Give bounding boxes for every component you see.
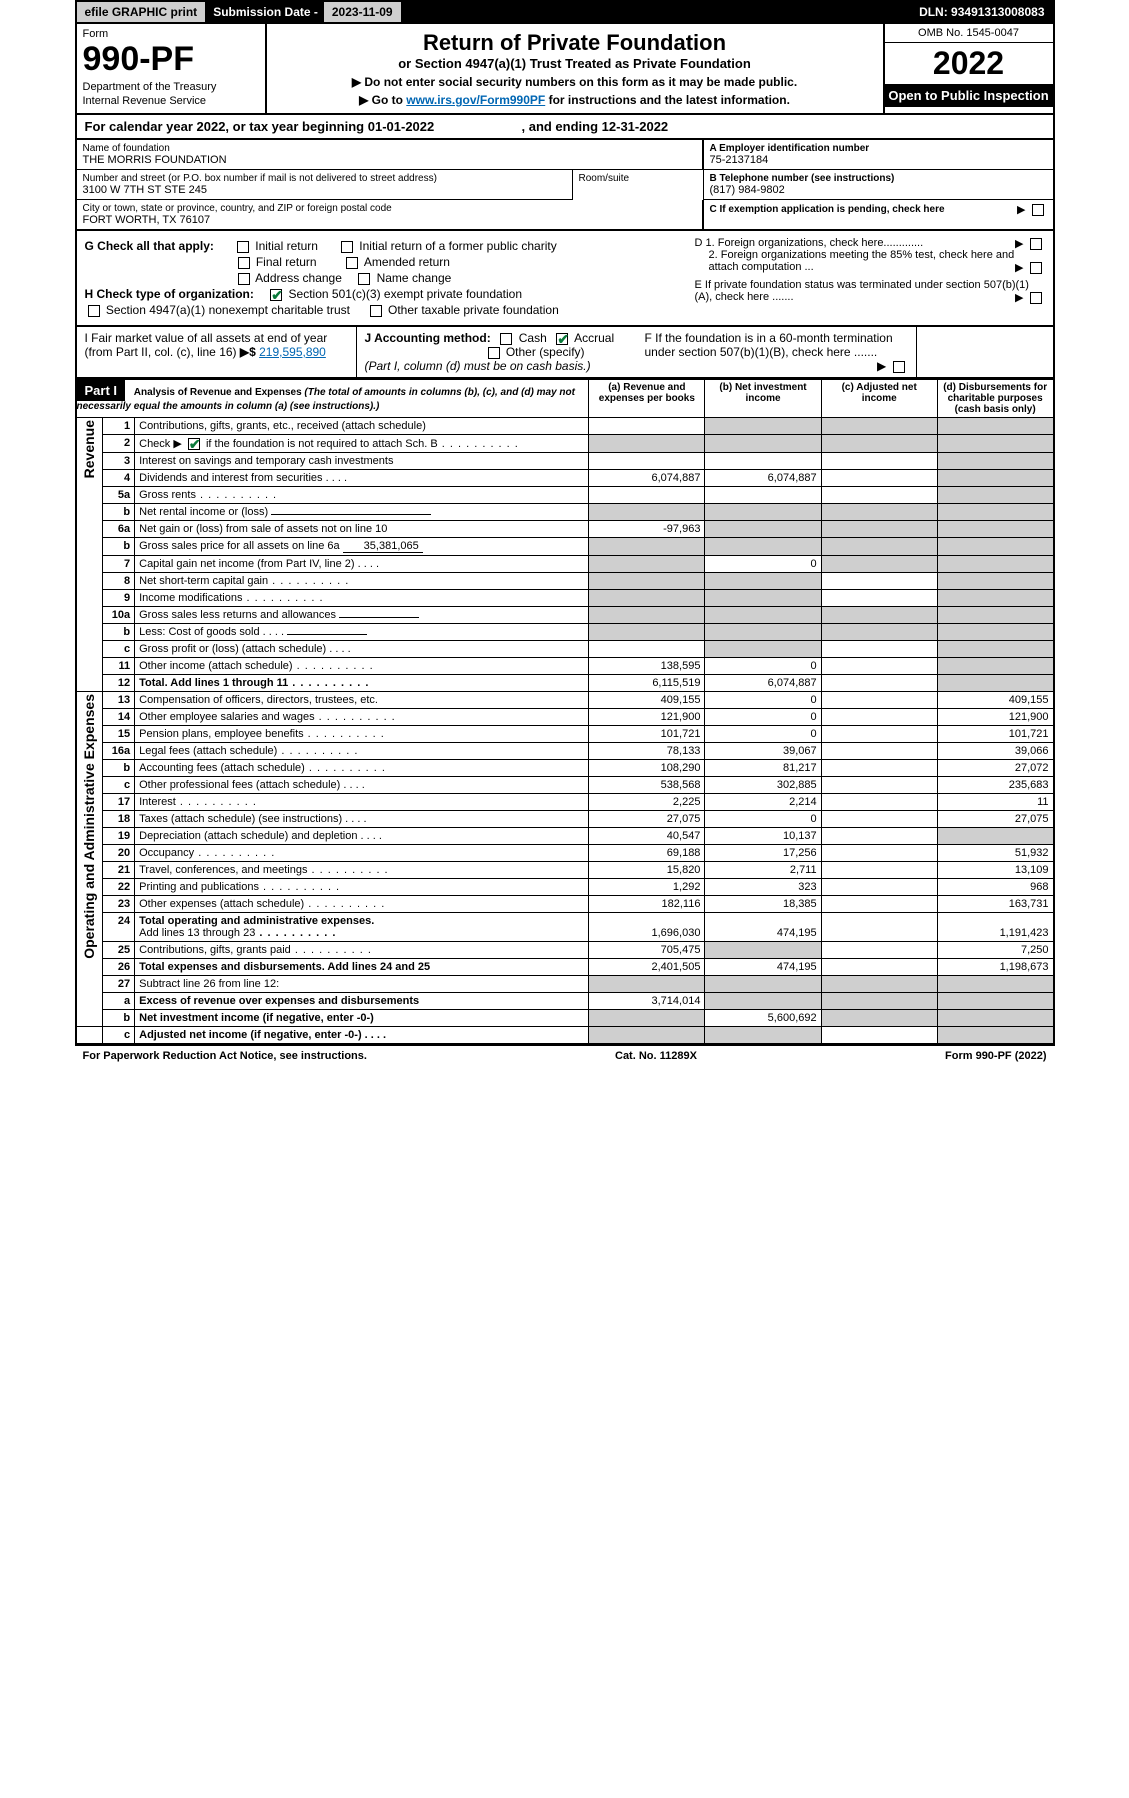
other-taxable-checkbox[interactable] [370, 305, 382, 317]
submission-date: 2023-11-09 [324, 2, 401, 22]
phone-label: B Telephone number (see instructions) [710, 173, 1047, 184]
initial-return-checkbox[interactable] [237, 241, 249, 253]
cat-number: Cat. No. 11289X [367, 1050, 945, 1062]
form-number: 990-PF [83, 40, 259, 79]
identity-grid: Name of foundation THE MORRIS FOUNDATION… [75, 140, 1055, 231]
open-to-public: Open to Public Inspection [885, 84, 1053, 107]
form-subtitle: or Section 4947(a)(1) Trust Treated as P… [277, 56, 873, 71]
street-address: 3100 W 7TH ST STE 245 [83, 184, 566, 196]
dln: DLN: 93491313008083 [911, 2, 1052, 22]
foundation-name: THE MORRIS FOUNDATION [83, 154, 696, 166]
omb-number: OMB No. 1545-0047 [885, 24, 1053, 43]
exemption-pending-label: C If exemption application is pending, c… [710, 204, 945, 215]
name-label: Name of foundation [83, 143, 696, 154]
4947-trust-checkbox[interactable] [88, 305, 100, 317]
foreign-org-checkbox[interactable] [1030, 238, 1042, 250]
accrual-checkbox[interactable] [556, 333, 568, 345]
form-title: Return of Private Foundation [277, 30, 873, 56]
address-change-checkbox[interactable] [238, 273, 250, 285]
section-i-j-f: I Fair market value of all assets at end… [75, 327, 1055, 379]
city-label: City or town, state or province, country… [83, 203, 696, 214]
amended-return-checkbox[interactable] [346, 257, 358, 269]
room-label: Room/suite [579, 173, 697, 184]
col-c-header: (c) Adjusted net income [821, 380, 937, 418]
revenue-side-label: Revenue [81, 420, 97, 478]
page-footer: For Paperwork Reduction Act Notice, see … [75, 1045, 1055, 1066]
final-return-checkbox[interactable] [238, 257, 250, 269]
dept-treasury: Department of the Treasury [83, 81, 259, 93]
tax-year: 2022 [885, 43, 1053, 84]
fmv-value[interactable]: 219,595,890 [259, 345, 326, 359]
part1-table: Part I Analysis of Revenue and Expenses … [75, 379, 1055, 1045]
name-change-checkbox[interactable] [358, 273, 370, 285]
part1-label: Part I [77, 380, 126, 401]
irs-link[interactable]: www.irs.gov/Form990PF [406, 93, 545, 107]
col-a-header: (a) Revenue and expenses per books [589, 380, 705, 418]
phone-value: (817) 984-9802 [710, 184, 1047, 196]
cash-checkbox[interactable] [500, 333, 512, 345]
501c3-checkbox[interactable] [270, 289, 282, 301]
col-d-header: (d) Disbursements for charitable purpose… [937, 380, 1053, 418]
schb-checkbox[interactable] [188, 438, 200, 450]
goto-note: ▶ Go to www.irs.gov/Form990PF for instru… [277, 93, 873, 107]
calendar-year-row: For calendar year 2022, or tax year begi… [75, 115, 1055, 140]
address-label: Number and street (or P.O. box number if… [83, 173, 566, 184]
irs: Internal Revenue Service [83, 95, 259, 107]
other-method-checkbox[interactable] [488, 347, 500, 359]
ssn-note: ▶ Do not enter social security numbers o… [277, 75, 873, 89]
efile-print-button[interactable]: efile GRAPHIC print [77, 2, 208, 22]
section-g-h: G Check all that apply: Initial return I… [75, 231, 1055, 327]
expenses-side-label: Operating and Administrative Expenses [81, 694, 97, 959]
507b1b-checkbox[interactable] [893, 361, 905, 373]
ein-value: 75-2137184 [710, 154, 1047, 166]
form-header: Form 990-PF Department of the Treasury I… [75, 24, 1055, 115]
city-state-zip: FORT WORTH, TX 76107 [83, 214, 696, 226]
exemption-checkbox[interactable] [1032, 204, 1044, 216]
top-bar: efile GRAPHIC print Submission Date - 20… [75, 0, 1055, 24]
col-b-header: (b) Net investment income [705, 380, 821, 418]
gross-sales-6a: 35,381,065 [343, 540, 423, 553]
85pct-checkbox[interactable] [1030, 262, 1042, 274]
form-word: Form [83, 28, 259, 40]
paperwork-notice: For Paperwork Reduction Act Notice, see … [83, 1050, 367, 1062]
initial-former-checkbox[interactable] [341, 241, 353, 253]
ein-label: A Employer identification number [710, 143, 1047, 154]
submission-date-label: Submission Date - [207, 2, 324, 22]
507b1a-checkbox[interactable] [1030, 292, 1042, 304]
form-ref: Form 990-PF (2022) [945, 1050, 1046, 1062]
